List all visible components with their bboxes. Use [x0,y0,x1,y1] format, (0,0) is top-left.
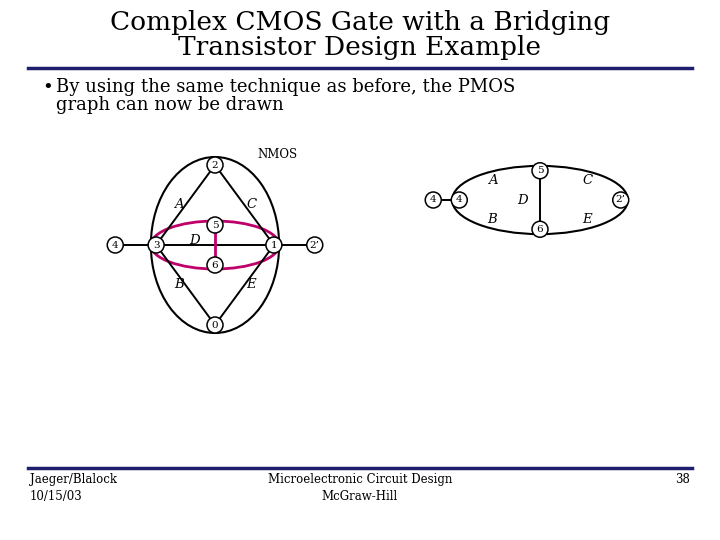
Text: •: • [42,78,53,96]
Text: C: C [246,199,256,212]
Text: Jaeger/Blalock
10/15/03: Jaeger/Blalock 10/15/03 [30,473,117,503]
Circle shape [207,257,223,273]
Circle shape [307,237,323,253]
Text: C: C [582,174,593,187]
Text: D: D [189,234,199,247]
Text: 2’: 2’ [310,240,320,249]
Text: NMOS: NMOS [257,148,297,161]
Text: Complex CMOS Gate with a Bridging: Complex CMOS Gate with a Bridging [110,10,610,35]
Text: 1: 1 [271,240,277,249]
Text: Transistor Design Example: Transistor Design Example [179,35,541,60]
Circle shape [107,237,123,253]
Text: 4: 4 [430,195,436,205]
Circle shape [207,317,223,333]
Text: 38: 38 [675,473,690,486]
Text: 2: 2 [212,160,218,170]
Text: Microelectronic Circuit Design
McGraw-Hill: Microelectronic Circuit Design McGraw-Hi… [268,473,452,503]
Circle shape [451,192,467,208]
Text: 4: 4 [112,240,119,249]
Text: 2’: 2’ [616,195,626,205]
Text: A: A [174,199,184,212]
Circle shape [613,192,629,208]
Text: E: E [582,213,593,226]
Circle shape [148,237,164,253]
Text: B: B [174,279,184,292]
Text: 6: 6 [212,260,218,269]
Text: 4: 4 [456,195,462,205]
Text: 3: 3 [153,240,159,249]
Text: 0: 0 [212,321,218,329]
Text: 5: 5 [536,166,544,176]
Text: By using the same technique as before, the PMOS: By using the same technique as before, t… [56,78,516,96]
Text: graph can now be drawn: graph can now be drawn [56,96,284,114]
Text: B: B [487,213,498,226]
Circle shape [266,237,282,253]
Circle shape [532,221,548,237]
Circle shape [207,217,223,233]
Text: D: D [518,193,528,206]
Text: E: E [246,279,256,292]
Circle shape [532,163,548,179]
Text: 6: 6 [536,225,544,234]
Circle shape [426,192,441,208]
Text: 5: 5 [212,220,218,230]
Text: A: A [487,174,498,187]
Circle shape [207,157,223,173]
